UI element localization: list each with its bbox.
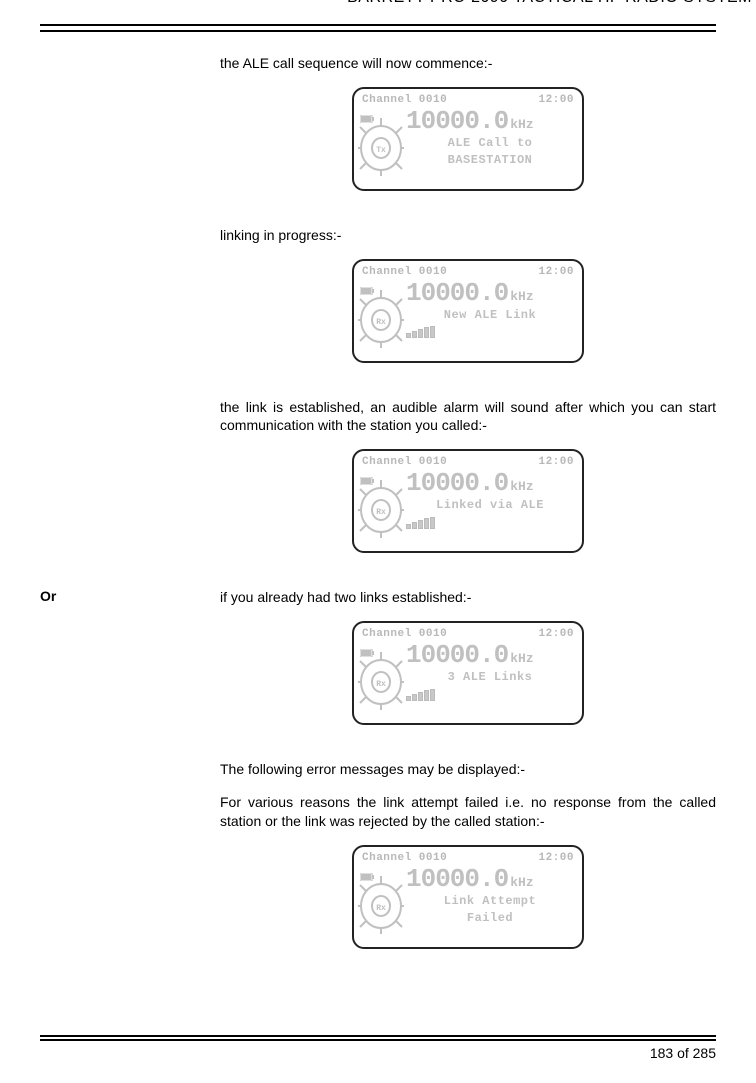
para-text: the ALE call sequence will now commence:… — [220, 54, 716, 73]
para-text: For various reasons the link attempt fai… — [220, 793, 716, 831]
selector-knob-icon: Rx — [358, 866, 404, 936]
footer-rule — [40, 1035, 716, 1041]
lcd-frequency: 10000.0 — [406, 470, 508, 496]
section-row: the link is established, an audible alar… — [40, 398, 716, 589]
selector-knob-icon: Rx — [358, 642, 404, 712]
lcd-wrap: Channel 0010 12:00 Rx 1 — [220, 449, 716, 558]
lcd-unit: kHz — [510, 874, 533, 892]
section-row: Or if you already had two links establis… — [40, 588, 716, 760]
page-footer: 183 of 285 — [40, 1035, 716, 1061]
lcd-frequency: 10000.0 — [406, 280, 508, 306]
lcd-frequency: 10000.0 — [406, 108, 508, 134]
left-label — [40, 398, 220, 589]
lcd-time: 12:00 — [538, 455, 574, 470]
lcd-unit: kHz — [510, 650, 533, 668]
svg-text:Rx: Rx — [376, 508, 386, 517]
header-rule-bottom — [40, 30, 716, 32]
lcd-time: 12:00 — [538, 851, 574, 866]
para-text: The following error messages may be disp… — [220, 760, 716, 779]
lcd-line1: New ALE Link — [406, 308, 574, 324]
page-number: 183 of 285 — [40, 1045, 716, 1061]
lcd-time: 12:00 — [538, 93, 574, 108]
lcd-wrap: Channel 0010 12:00 Tx — [220, 87, 716, 196]
left-label — [40, 226, 220, 398]
selector-knob-icon: Tx — [358, 108, 404, 178]
lcd-line1: Linked via ALE — [406, 498, 574, 514]
svg-text:Rx: Rx — [376, 318, 386, 327]
section-row: The following error messages may be disp… — [40, 760, 716, 793]
signal-bars-icon — [406, 517, 574, 529]
lcd-wrap: Channel 0010 12:00 Rx 1 — [220, 845, 716, 954]
signal-bars-icon — [406, 326, 574, 338]
lcd-unit: kHz — [510, 288, 533, 306]
lcd-screen: Channel 0010 12:00 Tx — [352, 87, 584, 191]
lcd-frequency: 10000.0 — [406, 642, 508, 668]
left-label — [40, 760, 220, 793]
selector-knob-icon: Rx — [358, 280, 404, 350]
lcd-line1: 3 ALE Links — [406, 670, 574, 686]
right-col: the ALE call sequence will now commence:… — [220, 54, 716, 226]
right-col: For various reasons the link attempt fai… — [220, 793, 716, 984]
signal-bars-icon — [406, 689, 574, 701]
section-row: For various reasons the link attempt fai… — [40, 793, 716, 984]
lcd-wrap: Channel 0010 12:00 Rx 1 — [220, 621, 716, 730]
header-rule-top — [40, 24, 716, 26]
para-text: the link is established, an audible alar… — [220, 398, 716, 436]
lcd-screen: Channel 0010 12:00 Rx 1 — [352, 845, 584, 949]
lcd-unit: kHz — [510, 478, 533, 496]
svg-text:Rx: Rx — [376, 680, 386, 689]
lcd-screen: Channel 0010 12:00 Rx 1 — [352, 259, 584, 363]
left-label — [40, 793, 220, 984]
right-col: The following error messages may be disp… — [220, 760, 716, 793]
svg-text:Tx: Tx — [376, 146, 386, 155]
lcd-unit: kHz — [510, 116, 533, 134]
document-page: BARRETT PRC-2090 TACTICAL HF RADIO SYSTE… — [0, 0, 756, 1083]
right-col: if you already had two links established… — [220, 588, 716, 760]
left-label — [40, 54, 220, 226]
lcd-line2: BASESTATION — [406, 153, 574, 169]
svg-text:Rx: Rx — [376, 904, 386, 913]
lcd-frequency: 10000.0 — [406, 866, 508, 892]
content-area: the ALE call sequence will now commence:… — [40, 54, 716, 1023]
para-text: if you already had two links established… — [220, 588, 716, 607]
right-col: the link is established, an audible alar… — [220, 398, 716, 589]
para-text: linking in progress:- — [220, 226, 716, 245]
section-row: the ALE call sequence will now commence:… — [40, 54, 716, 226]
lcd-screen: Channel 0010 12:00 Rx 1 — [352, 449, 584, 553]
header-title: BARRETT PRC-2090 TACTICAL HF RADIO SYSTE… — [335, 0, 756, 7]
lcd-line2: Failed — [406, 911, 574, 927]
lcd-time: 12:00 — [538, 265, 574, 280]
lcd-wrap: Channel 0010 12:00 Rx 1 — [220, 259, 716, 368]
section-row: linking in progress:- Channel 0010 12:00 — [40, 226, 716, 398]
lcd-screen: Channel 0010 12:00 Rx 1 — [352, 621, 584, 725]
lcd-time: 12:00 — [538, 627, 574, 642]
selector-knob-icon: Rx — [358, 470, 404, 540]
left-label: Or — [40, 588, 220, 760]
lcd-line1: Link Attempt — [406, 894, 574, 910]
right-col: linking in progress:- Channel 0010 12:00 — [220, 226, 716, 398]
lcd-line1: ALE Call to — [406, 136, 574, 152]
